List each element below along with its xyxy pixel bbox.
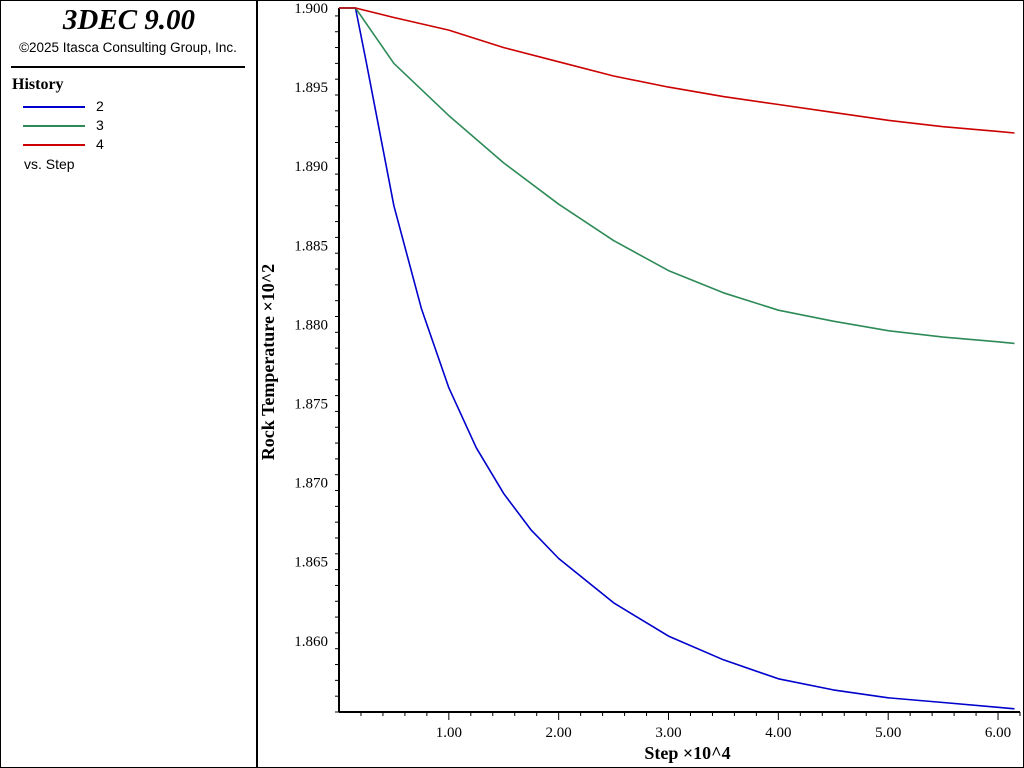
y-axis-label: Rock Temperature ×10^2 — [258, 264, 278, 460]
legend-label-2: 2 — [96, 98, 104, 114]
y-tick-label: 1.865 — [294, 555, 328, 571]
y-tick-label: 1.890 — [294, 159, 328, 175]
y-tick-label: 1.875 — [294, 397, 328, 413]
y-tick-label: 1.870 — [294, 476, 328, 492]
legend-title: History — [12, 76, 64, 93]
y-tick-label: 1.885 — [294, 238, 328, 254]
legend-panel: 3DEC 9.00 ©2025 Itasca Consulting Group,… — [0, 0, 256, 768]
x-tick-label: 1.00 — [436, 725, 462, 741]
panel-divider — [256, 0, 258, 768]
series-line-4 — [339, 7, 1015, 134]
y-tick-label: 1.880 — [294, 317, 328, 333]
y-tick-label: 1.900 — [294, 1, 328, 17]
x-tick-label: 3.00 — [655, 725, 681, 741]
x-axis-label: Step ×10^4 — [644, 743, 730, 763]
legend-swatch-2 — [23, 106, 85, 108]
x-tick-label: 4.00 — [765, 725, 791, 741]
legend-label-3: 3 — [96, 117, 104, 133]
x-tick-label: 6.00 — [985, 725, 1011, 741]
copyright-text: ©2025 Itasca Consulting Group, Inc. — [19, 40, 237, 55]
legend-vs-label: vs. Step — [24, 156, 75, 172]
legend-label-4: 4 — [96, 136, 104, 152]
x-tick-label: 2.00 — [546, 725, 572, 741]
legend-separator — [11, 66, 245, 68]
legend-swatch-3 — [23, 125, 85, 127]
app-title: 3DEC 9.00 — [62, 4, 196, 36]
series-line-3 — [339, 7, 1015, 345]
y-tick-label: 1.895 — [294, 80, 328, 96]
series-line-2 — [339, 7, 1015, 710]
x-tick-label: 5.00 — [875, 725, 901, 741]
y-tick-label: 1.860 — [294, 634, 328, 650]
legend-swatch-4 — [23, 144, 85, 146]
